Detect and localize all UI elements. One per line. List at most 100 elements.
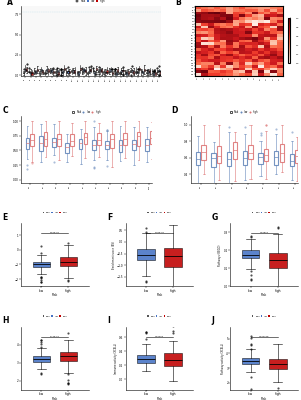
PathPatch shape — [123, 70, 124, 71]
PathPatch shape — [105, 72, 106, 73]
PathPatch shape — [23, 72, 24, 74]
PathPatch shape — [233, 142, 237, 159]
PathPatch shape — [80, 68, 81, 70]
X-axis label: Risk: Risk — [261, 397, 267, 400]
PathPatch shape — [119, 140, 122, 152]
PathPatch shape — [94, 72, 95, 74]
PathPatch shape — [26, 138, 29, 149]
PathPatch shape — [57, 70, 58, 72]
PathPatch shape — [41, 70, 42, 71]
PathPatch shape — [264, 148, 268, 161]
PathPatch shape — [145, 139, 149, 151]
PathPatch shape — [133, 71, 134, 74]
Text: H: H — [2, 316, 9, 325]
PathPatch shape — [69, 71, 70, 73]
PathPatch shape — [55, 71, 56, 73]
PathPatch shape — [50, 70, 51, 72]
Text: E: E — [2, 212, 8, 222]
PathPatch shape — [160, 71, 161, 74]
PathPatch shape — [57, 134, 61, 146]
PathPatch shape — [212, 153, 216, 167]
PathPatch shape — [151, 70, 153, 73]
PathPatch shape — [109, 70, 110, 72]
PathPatch shape — [128, 71, 129, 74]
PathPatch shape — [28, 71, 29, 72]
PathPatch shape — [148, 71, 149, 73]
PathPatch shape — [242, 358, 259, 364]
PathPatch shape — [34, 70, 35, 73]
Legend: Risk, low, high: Risk, low, high — [147, 212, 172, 213]
PathPatch shape — [85, 70, 86, 72]
Text: J: J — [212, 316, 214, 325]
PathPatch shape — [97, 133, 101, 145]
Text: F: F — [107, 212, 112, 222]
PathPatch shape — [157, 71, 158, 72]
PathPatch shape — [137, 72, 138, 73]
PathPatch shape — [153, 73, 154, 75]
X-axis label: Risk: Risk — [157, 397, 163, 400]
PathPatch shape — [62, 71, 63, 73]
PathPatch shape — [51, 69, 52, 72]
Text: G: G — [212, 212, 218, 222]
PathPatch shape — [158, 70, 160, 72]
PathPatch shape — [130, 70, 131, 72]
PathPatch shape — [242, 250, 259, 258]
X-axis label: Risk: Risk — [157, 293, 163, 297]
PathPatch shape — [103, 71, 104, 74]
PathPatch shape — [82, 71, 83, 73]
Legend: Risk, low, high: Risk, low, high — [252, 316, 277, 317]
PathPatch shape — [30, 134, 34, 146]
PathPatch shape — [33, 262, 50, 267]
PathPatch shape — [155, 72, 156, 75]
Legend: Risk, low, high: Risk, low, high — [147, 316, 172, 317]
PathPatch shape — [42, 71, 43, 73]
X-axis label: Risk: Risk — [52, 293, 58, 297]
PathPatch shape — [101, 70, 102, 72]
Text: D: D — [171, 106, 178, 115]
Text: 0.00811: 0.00811 — [260, 232, 269, 233]
PathPatch shape — [58, 72, 59, 75]
PathPatch shape — [258, 153, 263, 164]
Y-axis label: Pathway activity (XCELL): Pathway activity (XCELL) — [221, 343, 225, 374]
PathPatch shape — [137, 132, 140, 146]
Legend: Risk, low, high: Risk, low, high — [76, 0, 105, 3]
PathPatch shape — [105, 141, 109, 148]
PathPatch shape — [83, 70, 85, 71]
PathPatch shape — [150, 131, 154, 144]
PathPatch shape — [100, 70, 101, 71]
PathPatch shape — [290, 154, 294, 166]
PathPatch shape — [132, 70, 133, 72]
PathPatch shape — [146, 72, 147, 74]
PathPatch shape — [48, 70, 49, 72]
Y-axis label: Pathways (KEGG): Pathways (KEGG) — [219, 244, 222, 266]
PathPatch shape — [126, 72, 127, 74]
PathPatch shape — [123, 133, 127, 145]
Text: 1.96e-35: 1.96e-35 — [155, 232, 164, 233]
PathPatch shape — [73, 70, 74, 72]
PathPatch shape — [116, 72, 117, 75]
Text: I: I — [107, 316, 110, 325]
PathPatch shape — [67, 71, 69, 73]
PathPatch shape — [53, 71, 54, 73]
PathPatch shape — [142, 71, 144, 73]
PathPatch shape — [248, 144, 253, 159]
PathPatch shape — [52, 138, 56, 147]
PathPatch shape — [135, 70, 137, 73]
PathPatch shape — [46, 68, 47, 70]
PathPatch shape — [39, 72, 40, 74]
PathPatch shape — [132, 140, 136, 150]
PathPatch shape — [114, 71, 115, 72]
Text: 0.00006: 0.00006 — [155, 336, 164, 337]
PathPatch shape — [164, 248, 182, 267]
PathPatch shape — [33, 356, 50, 362]
PathPatch shape — [196, 152, 200, 165]
PathPatch shape — [295, 150, 299, 163]
PathPatch shape — [25, 68, 26, 71]
PathPatch shape — [137, 354, 155, 363]
PathPatch shape — [98, 70, 99, 72]
X-axis label: Risk: Risk — [52, 397, 58, 400]
PathPatch shape — [87, 72, 88, 74]
Text: 0.000118: 0.000118 — [259, 336, 269, 337]
PathPatch shape — [60, 352, 77, 361]
Y-axis label: Immune activity (XCELL): Immune activity (XCELL) — [114, 343, 118, 374]
